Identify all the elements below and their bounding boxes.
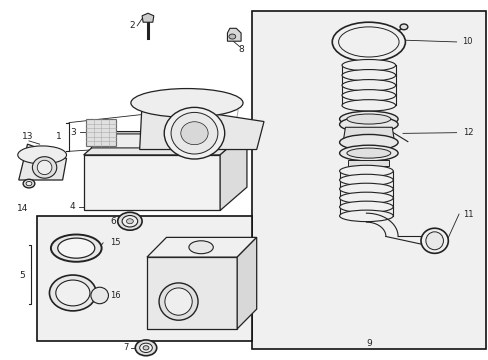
Polygon shape [237, 237, 256, 329]
Ellipse shape [56, 280, 90, 306]
Text: 13: 13 [22, 132, 33, 141]
Text: 8: 8 [238, 45, 244, 54]
Ellipse shape [58, 238, 95, 258]
Text: 11: 11 [463, 210, 473, 219]
Bar [251, 12, 485, 348]
Circle shape [228, 34, 235, 39]
Bar [37, 216, 251, 341]
Ellipse shape [331, 22, 405, 62]
Ellipse shape [339, 111, 397, 127]
Ellipse shape [346, 148, 390, 158]
Ellipse shape [339, 134, 397, 150]
Circle shape [23, 179, 35, 188]
Ellipse shape [339, 201, 392, 213]
Ellipse shape [339, 165, 392, 177]
Ellipse shape [164, 288, 192, 315]
Ellipse shape [339, 192, 392, 204]
Ellipse shape [339, 210, 392, 222]
Polygon shape [142, 13, 154, 22]
Ellipse shape [341, 80, 395, 91]
Polygon shape [82, 291, 100, 303]
Ellipse shape [339, 145, 397, 161]
Polygon shape [86, 134, 241, 148]
Ellipse shape [164, 107, 224, 159]
Ellipse shape [18, 146, 66, 164]
Polygon shape [140, 103, 264, 149]
Ellipse shape [341, 90, 395, 101]
Polygon shape [83, 132, 246, 155]
Polygon shape [343, 127, 393, 140]
Polygon shape [346, 126, 390, 127]
Ellipse shape [339, 174, 392, 186]
Text: 7: 7 [123, 343, 128, 352]
Ellipse shape [339, 183, 392, 195]
Text: 14: 14 [17, 204, 28, 213]
Polygon shape [227, 28, 241, 41]
Ellipse shape [339, 117, 397, 132]
Ellipse shape [420, 228, 447, 253]
Ellipse shape [131, 89, 243, 117]
Text: 12: 12 [463, 128, 473, 137]
Ellipse shape [181, 122, 208, 145]
Polygon shape [147, 237, 256, 257]
Text: 15: 15 [110, 238, 120, 247]
Ellipse shape [346, 114, 390, 124]
Text: 3: 3 [70, 128, 76, 137]
Polygon shape [83, 155, 220, 211]
Circle shape [126, 219, 133, 224]
Text: 4: 4 [70, 202, 76, 211]
Polygon shape [19, 144, 66, 180]
Text: 6: 6 [110, 217, 116, 226]
Ellipse shape [341, 59, 395, 71]
Ellipse shape [188, 241, 213, 254]
Text: 9: 9 [365, 339, 371, 348]
Ellipse shape [51, 234, 102, 262]
Circle shape [122, 216, 138, 227]
Ellipse shape [91, 287, 108, 304]
Text: 16: 16 [110, 291, 121, 300]
Ellipse shape [159, 283, 198, 320]
Ellipse shape [49, 275, 96, 311]
Bar [86, 119, 116, 146]
Ellipse shape [341, 100, 395, 111]
Ellipse shape [32, 157, 57, 178]
Polygon shape [220, 132, 246, 211]
Circle shape [140, 343, 152, 352]
Text: 1: 1 [56, 132, 62, 141]
Ellipse shape [37, 160, 52, 175]
Circle shape [135, 340, 157, 356]
Polygon shape [147, 257, 237, 329]
Ellipse shape [341, 69, 395, 81]
Text: 2: 2 [129, 21, 135, 30]
Ellipse shape [338, 27, 398, 57]
Circle shape [143, 346, 149, 350]
Circle shape [26, 181, 32, 186]
Ellipse shape [171, 112, 218, 154]
Circle shape [118, 212, 142, 230]
Text: 5: 5 [20, 270, 25, 279]
Circle shape [399, 24, 407, 30]
Polygon shape [347, 159, 388, 166]
Ellipse shape [425, 232, 443, 250]
Text: 10: 10 [462, 37, 472, 46]
